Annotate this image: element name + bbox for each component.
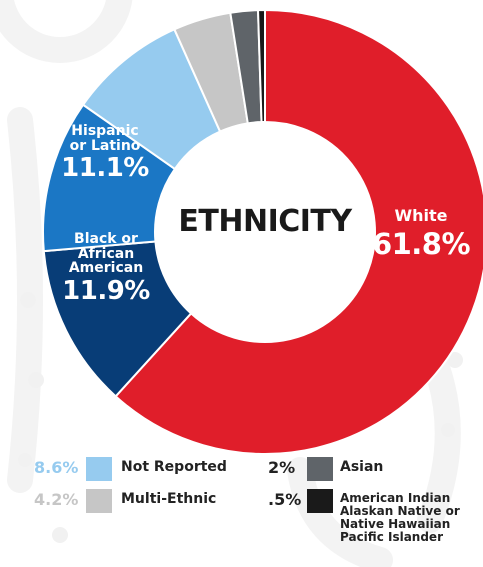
legend-multi-ethnic-swatch xyxy=(86,489,112,513)
legend-american-indian-label-line-2: Alaskan Native or xyxy=(340,504,460,518)
legend-american-indian-label-line-3: Native Hawaiian xyxy=(340,517,451,531)
legend-american-indian-label-line-4: Pacific Islander xyxy=(340,530,443,544)
legend-asian-swatch xyxy=(307,457,333,481)
slice-label-hispanic-category-2: or Latino xyxy=(69,137,141,154)
slice-label-black-category-2: African xyxy=(77,245,135,262)
slice-label-black-category-1: Black or xyxy=(74,231,138,247)
slice-label-hispanic: Hispanic or Latino 11.1% xyxy=(50,124,160,183)
donut-hole xyxy=(155,122,375,342)
legend-multi-ethnic-label: Multi-Ethnic xyxy=(121,491,217,507)
legend-asian-percent: 2% xyxy=(268,458,296,477)
slice-label-black-percent: 11.9% xyxy=(62,276,150,307)
legend-american-indian-label: American Indian Alaskan Native or Native… xyxy=(340,492,460,544)
legend-not-reported-percent: 8.6% xyxy=(34,458,79,477)
legend-asian-label: Asian xyxy=(340,459,384,475)
legend-not-reported-label: Not Reported xyxy=(121,459,227,475)
slice-label-hispanic-percent: 11.1% xyxy=(61,153,149,184)
slice-label-white: White 61.8% xyxy=(371,206,471,261)
legend-american-indian-percent: .5% xyxy=(268,490,302,509)
slice-label-hispanic-category-1: Hispanic xyxy=(71,123,139,139)
slice-label-white-category: White xyxy=(394,206,448,225)
legend-multi-ethnic-percent: 4.2% xyxy=(34,490,79,509)
slice-label-black: Black or African American 11.9% xyxy=(46,232,166,305)
chart-title: ETHNICITY xyxy=(178,204,352,239)
slice-label-black-category-3: American xyxy=(68,260,144,277)
slice-label-white-percent: 61.8% xyxy=(371,226,471,261)
legend-american-indian-swatch xyxy=(307,489,333,513)
legend-not-reported-swatch xyxy=(86,457,112,481)
legend-american-indian-label-line-1: American Indian xyxy=(340,491,451,505)
